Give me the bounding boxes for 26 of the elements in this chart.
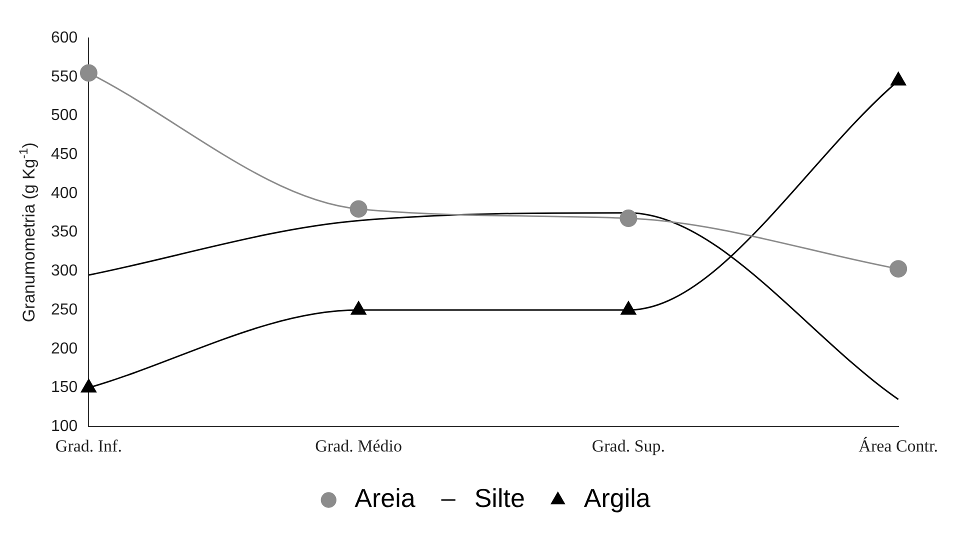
y-tick-label: 500	[50, 107, 78, 124]
x-tick-label: Grad. Sup.	[592, 436, 666, 456]
point	[350, 301, 366, 315]
x-tick-label: Grad. Inf.	[55, 436, 122, 456]
legend-label: Silte	[474, 483, 525, 514]
y-tick-label: 200	[50, 340, 78, 358]
legend-label: Argila	[584, 483, 651, 514]
point	[890, 260, 908, 278]
point	[620, 210, 638, 228]
point	[80, 64, 98, 82]
y-tick-label: 100	[50, 418, 78, 436]
x-tick-label: Área Contr.	[858, 436, 938, 456]
y-tick-label: 300	[50, 262, 78, 280]
y-tick-label: 150	[50, 379, 78, 396]
point	[350, 200, 368, 218]
y-tick-label: 400	[50, 184, 78, 202]
point	[81, 378, 96, 392]
y-tick-label: 250	[50, 301, 78, 318]
legend-label: Areia	[354, 483, 416, 514]
point	[620, 301, 636, 315]
y-tick-label: 450	[50, 146, 78, 163]
x-tick-label: Grad. Médio	[315, 436, 402, 456]
y-tick-label: 550	[50, 68, 78, 86]
y-axis-title: Granumometria (g Kg-1)	[16, 142, 39, 322]
y-tick-label: 350	[50, 224, 78, 241]
y-tick-label: 600	[50, 29, 78, 46]
